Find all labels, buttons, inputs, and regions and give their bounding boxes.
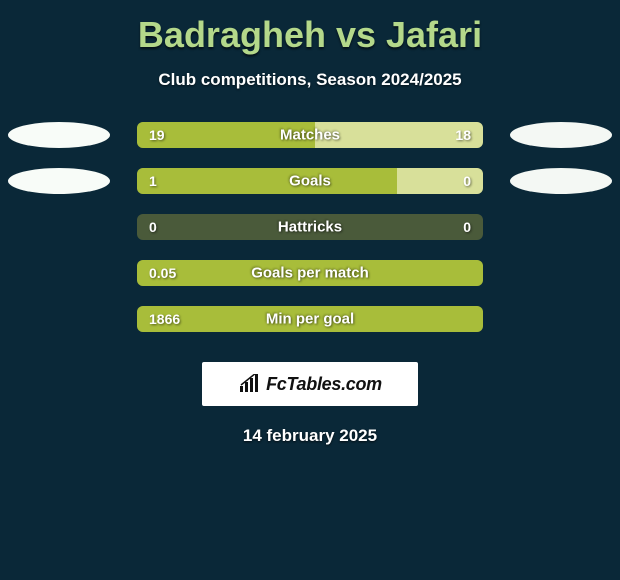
stat-row: Min per goal 1866 <box>0 306 620 332</box>
chart-icon <box>238 374 262 394</box>
date-label: 14 february 2025 <box>0 426 620 446</box>
stat-row: Goals 1 0 <box>0 168 620 194</box>
stat-value-left: 0 <box>149 219 157 235</box>
stat-bar: Goals per match 0.05 <box>137 260 483 286</box>
logo-text: FcTables.com <box>266 374 382 395</box>
stat-bar: Goals 1 0 <box>137 168 483 194</box>
stat-bar: Hattricks 0 0 <box>137 214 483 240</box>
stat-value-right: 18 <box>455 127 471 143</box>
stat-row: Matches 19 18 <box>0 122 620 148</box>
stat-value-right: 0 <box>463 219 471 235</box>
player-oval-left <box>8 168 110 194</box>
player-oval-right <box>510 122 612 148</box>
stat-value-right: 0 <box>463 173 471 189</box>
stat-value-left: 0.05 <box>149 265 176 281</box>
player-oval-left <box>8 122 110 148</box>
player-oval-right <box>510 168 612 194</box>
stat-value-left: 1 <box>149 173 157 189</box>
stat-label: Goals per match <box>251 265 369 282</box>
comparison-card: Badragheh vs Jafari Club competitions, S… <box>0 0 620 446</box>
stat-value-left: 19 <box>149 127 165 143</box>
subtitle: Club competitions, Season 2024/2025 <box>0 70 620 90</box>
stat-row: Hattricks 0 0 <box>0 214 620 240</box>
stat-value-left: 1866 <box>149 311 180 327</box>
stat-row: Goals per match 0.05 <box>0 260 620 286</box>
stat-bar: Matches 19 18 <box>137 122 483 148</box>
stat-label: Matches <box>280 127 340 144</box>
page-title: Badragheh vs Jafari <box>0 14 620 56</box>
stat-rows: Matches 19 18 Goals 1 0 Hattricks 0 0 Goals per m… <box>0 122 620 332</box>
stat-label: Goals <box>289 173 331 190</box>
stat-bar: Min per goal 1866 <box>137 306 483 332</box>
stat-bar-left-fill <box>137 168 397 194</box>
stat-label: Hattricks <box>278 219 342 236</box>
stat-label: Min per goal <box>266 311 354 328</box>
logo-badge: FcTables.com <box>202 362 418 406</box>
